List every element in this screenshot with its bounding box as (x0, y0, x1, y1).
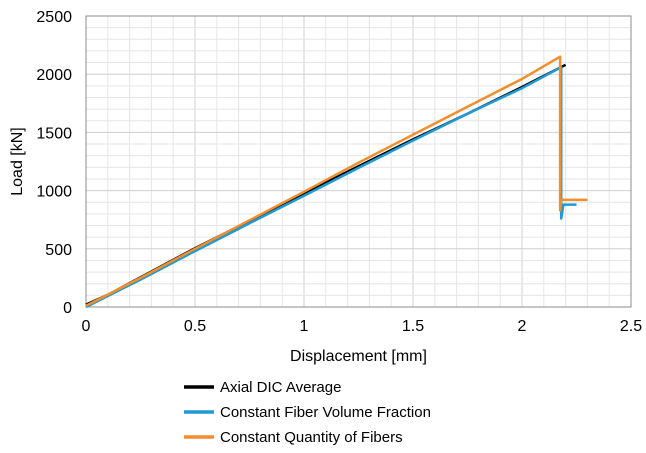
legend-label: Constant Fiber Volume Fraction (220, 404, 431, 421)
y-tick-label: 2500 (36, 9, 72, 26)
y-tick-label: 2000 (36, 67, 72, 84)
x-tick-label: 2.5 (620, 318, 642, 335)
series-line-2 (85, 65, 577, 309)
x-tick-label: 2 (518, 318, 527, 335)
x-tick-label: 1 (300, 318, 309, 335)
grid (85, 15, 632, 308)
y-tick-label: 1000 (36, 184, 72, 201)
y-tick-label: 0 (63, 300, 72, 317)
y-tick-label: 1500 (36, 125, 72, 142)
x-tick-label: 1.5 (402, 318, 424, 335)
plot-frame (85, 15, 632, 308)
series-line-3 (85, 55, 588, 307)
series-layer (85, 55, 588, 309)
x-axis-title: Displacement [mm] (290, 348, 427, 365)
legend-label: Axial DIC Average (220, 379, 341, 396)
x-tick-label: 0 (82, 318, 91, 335)
y-tick-label: 500 (45, 242, 72, 259)
tick-labels: 0 0.5 1 1.5 2 2.5 0 500 1000 1500 2000 2500 (36, 9, 642, 335)
legend-label: Constant Quantity of Fibers (220, 429, 403, 446)
y-axis-title: Load [kN] (9, 127, 26, 195)
x-tick-label: 0.5 (184, 318, 206, 335)
legend: Axial DIC Average Constant Fiber Volume F… (184, 379, 431, 446)
